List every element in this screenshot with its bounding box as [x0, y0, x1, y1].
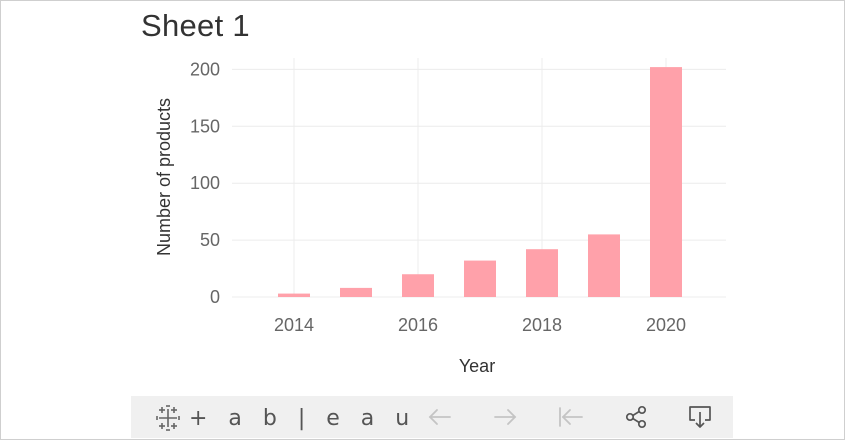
- tableau-logo-icon: [156, 405, 180, 431]
- bar-2015[interactable]: [340, 287, 372, 297]
- y-tick-label: 0: [210, 287, 220, 307]
- redo-button[interactable]: [491, 404, 519, 430]
- bar-chart: 0 50 100 150 200 2014 2016 2018 2020 Year Number o…: [154, 58, 726, 376]
- y-tick-label: 100: [190, 173, 220, 193]
- share-button[interactable]: [622, 404, 650, 430]
- y-tick-label: 200: [190, 59, 220, 79]
- bar-2014[interactable]: [278, 293, 310, 297]
- x-tick-label: 2018: [522, 315, 562, 335]
- download-button[interactable]: [686, 404, 714, 430]
- y-tick-label: 150: [190, 116, 220, 136]
- tableau-toolbar: + a b | e a u: [131, 396, 733, 438]
- undo-icon: [428, 409, 451, 425]
- undo-button[interactable]: [426, 404, 454, 430]
- x-axis-title: Year: [459, 356, 495, 376]
- revert-button[interactable]: [557, 404, 585, 430]
- share-icon: [625, 405, 647, 429]
- bar-2018[interactable]: [526, 249, 558, 297]
- x-tick-label: 2016: [398, 315, 438, 335]
- x-tick-label: 2020: [646, 315, 686, 335]
- tableau-wordmark: + a b | e a u: [189, 405, 417, 431]
- download-icon: [689, 406, 711, 428]
- sheet-title: Sheet 1: [141, 8, 250, 43]
- redo-icon: [494, 409, 517, 425]
- bar-2020[interactable]: [650, 67, 682, 297]
- y-tick-label: 50: [200, 230, 220, 250]
- y-axis-title: Number of products: [154, 98, 174, 256]
- tableau-logo[interactable]: + a b | e a u: [155, 405, 416, 431]
- bar-2017[interactable]: [464, 260, 496, 297]
- x-tick-label: 2014: [274, 315, 314, 335]
- bar-2016[interactable]: [402, 274, 434, 297]
- bar-2019[interactable]: [588, 234, 620, 297]
- revert-icon: [559, 407, 583, 427]
